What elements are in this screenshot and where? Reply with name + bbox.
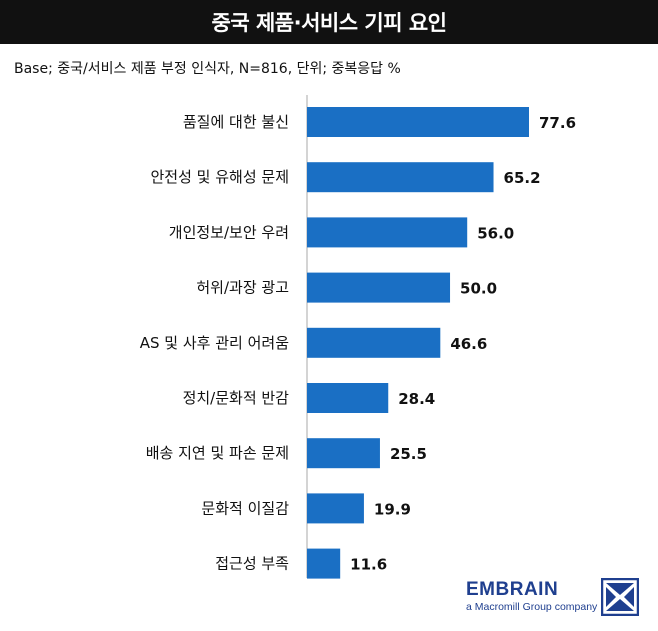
category-label: 안전성 및 유해성 문제	[150, 168, 289, 186]
bar	[307, 217, 468, 248]
category-label: 정치/문화적 반감	[183, 389, 290, 407]
category-label: AS 및 사후 관리 어려움	[140, 334, 289, 352]
value-label: 28.4	[398, 390, 435, 408]
value-label: 65.2	[504, 169, 541, 187]
category-label: 문화적 이질감	[201, 499, 289, 517]
base-note: Base; 중국/서비스 제품 부정 인식자, N=816, 단위; 중복응답 …	[14, 61, 401, 77]
bar	[307, 493, 364, 524]
category-label: 허위/과장 광고	[196, 279, 289, 297]
chart-title: 중국 제품·서비스 기피 요인	[0, 0, 658, 44]
value-label: 77.6	[539, 114, 576, 132]
bar	[307, 548, 341, 579]
category-label: 배송 지연 및 파손 문제	[146, 444, 289, 462]
bar	[307, 438, 380, 469]
bar	[307, 272, 451, 303]
logo-tagline: a Macromill Group company	[466, 601, 598, 613]
value-label: 11.6	[350, 556, 387, 574]
category-label: 개인정보/보안 우려	[169, 223, 289, 241]
category-label: 접근성 부족	[215, 555, 289, 573]
embrain-logo: EMBRAIN a Macromill Group company	[466, 580, 597, 614]
value-label: 19.9	[374, 500, 411, 518]
logo-name: EMBRAIN	[466, 579, 559, 600]
value-label: 50.0	[460, 280, 497, 298]
value-label: 25.5	[390, 445, 427, 463]
value-label: 46.6	[450, 335, 487, 353]
bar	[307, 107, 529, 137]
value-label: 56.0	[477, 224, 514, 242]
bar	[307, 383, 389, 413]
category-label: 품질에 대한 불신	[183, 113, 289, 131]
embrain-logo-mark-icon	[601, 578, 639, 616]
bar	[307, 327, 441, 358]
bar	[307, 162, 494, 193]
